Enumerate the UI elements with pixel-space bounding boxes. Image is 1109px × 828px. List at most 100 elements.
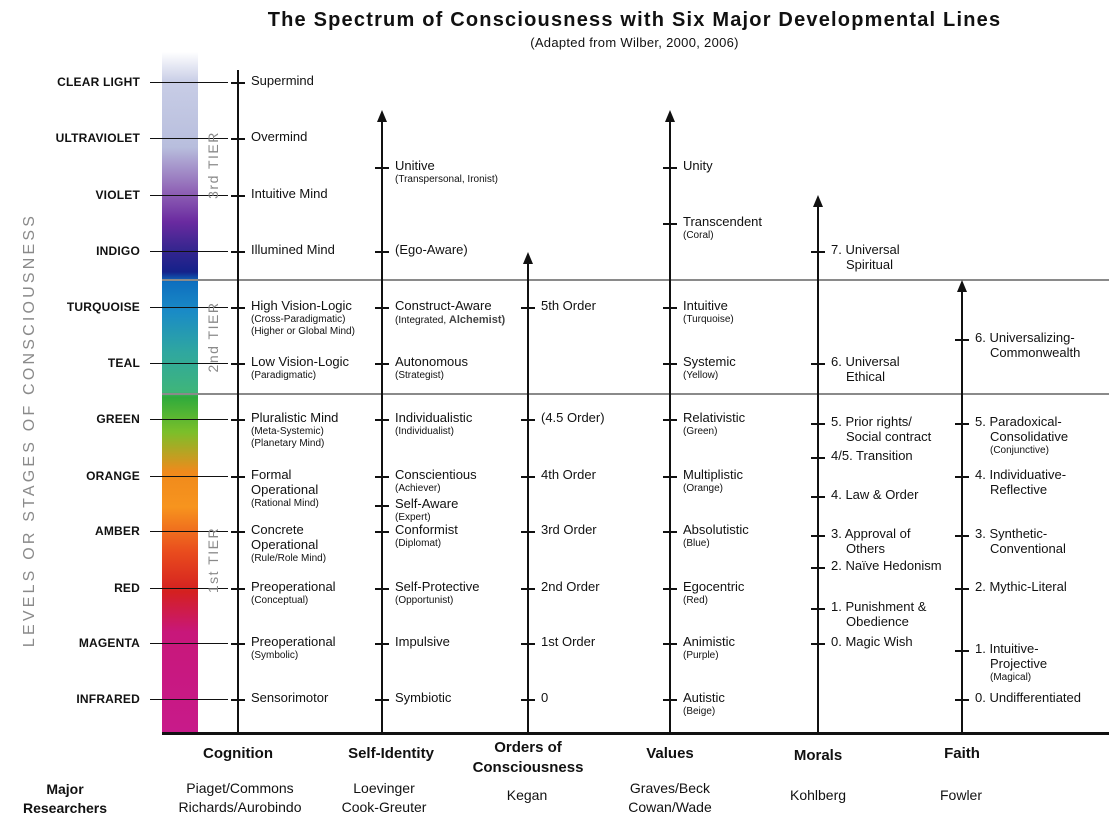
stage-detail-line: (Purple) <box>683 649 719 661</box>
stage-name-line: Egocentric <box>683 579 745 594</box>
stage-name: Construct-Aware <box>395 298 505 314</box>
stage-tick <box>375 643 389 645</box>
self-identity-arrow <box>377 110 387 122</box>
stage-label: 5. Paradoxical- Consolidative (Conjunctive… <box>975 414 1068 457</box>
researcher-line: Loevinger <box>353 780 415 796</box>
stage-detail-line: (Opportunist) <box>395 594 454 606</box>
stage-detail: (Transpersonal, Ironist) <box>395 174 498 186</box>
diagram-subtitle: (Adapted from Wilber, 2000, 2006) <box>530 35 739 50</box>
stage-tick <box>955 650 969 652</box>
stage-label: Sensorimotor <box>251 690 328 706</box>
stage-name-line: Operational <box>251 481 319 497</box>
stage-name-line: Unitive <box>395 158 435 173</box>
level-tick <box>150 195 228 196</box>
researcher-line: Graves/Beck <box>629 780 711 796</box>
stage-detail-line: (Meta-Systemic) <box>251 425 324 437</box>
stage-tick <box>231 699 245 701</box>
stage-detail-line: (Blue) <box>683 537 710 549</box>
stage-label: Illumined Mind <box>251 242 335 258</box>
stage-label: 6. Universal Ethical <box>831 354 900 385</box>
stage-name-line: Self-Protective <box>395 579 480 594</box>
stage-name-line: Impulsive <box>395 634 450 649</box>
stage-name: Systemic <box>683 354 736 370</box>
stage-detail-line: (Magical) <box>990 671 1032 683</box>
stage-name: Absolutistic <box>683 522 749 538</box>
stage-detail-line: (Conjunctive) <box>990 444 1049 456</box>
morals-researchers: Kohlberg <box>790 786 846 805</box>
stage-name-line: High Vision-Logic <box>251 298 352 313</box>
stage-name-line: Low Vision-Logic <box>251 354 350 369</box>
self-identity-axis <box>381 120 383 732</box>
values-arrow <box>665 110 675 122</box>
stage-label: Self-Protective (Opportunist) <box>395 579 480 607</box>
stage-detail-line: (Transpersonal, Ironist) <box>395 173 498 185</box>
stage-name-line: Illumined Mind <box>251 242 335 257</box>
stage-label: Conformist (Diplomat) <box>395 522 458 550</box>
stage-label: Intuitive (Turquoise) <box>683 298 734 326</box>
stage-tick <box>811 457 825 459</box>
stage-name-line: 4. Law & Order <box>831 487 919 502</box>
stage-tick <box>811 423 825 425</box>
stage-tick <box>811 643 825 645</box>
stage-detail-line: (Expert) <box>395 511 431 523</box>
stage-tick <box>955 699 969 701</box>
researcher-line: Fowler <box>939 787 983 803</box>
baseline <box>162 732 1109 735</box>
header-line: Cognition <box>203 745 273 762</box>
stage-tick <box>375 307 389 309</box>
stage-name: Illumined Mind <box>251 242 335 258</box>
stage-name-line: Autonomous <box>395 354 468 369</box>
stage-label: 4/5. Transition <box>831 448 913 464</box>
major-researchers-label: Major Researchers <box>23 780 107 818</box>
stage-name: Individualistic <box>395 410 472 426</box>
stage-label: 5. Prior rights/Social contract <box>831 414 931 445</box>
stage-name: Pluralistic Mind <box>251 410 339 426</box>
stage-detail: (Paradigmatic) <box>251 370 349 382</box>
stage-label: 0 <box>541 690 548 706</box>
stage-detail: (Turquoise) <box>683 314 734 326</box>
tier-separator <box>162 393 1109 395</box>
stage-tick <box>663 363 677 365</box>
stage-name: 4/5. Transition <box>831 448 913 464</box>
stage-name-line: 6. Universal <box>831 354 900 369</box>
level-tick <box>150 138 228 139</box>
stage-name-line: 5th Order <box>541 298 596 313</box>
faith-arrow <box>957 280 967 292</box>
stage-name-line: 7. Universal <box>831 242 900 257</box>
stage-detail-line: (Yellow) <box>683 369 719 381</box>
stage-tick <box>375 531 389 533</box>
stage-name-line: Others <box>846 540 886 556</box>
stage-name-line: 6. Universalizing- <box>975 330 1075 345</box>
stage-label: Conscientious (Achiever) <box>395 467 477 495</box>
stage-label: 4. Law & Order <box>831 487 919 503</box>
stage-name: 3. Approval of Others <box>831 526 911 557</box>
stage-name-line: Ethical <box>846 368 886 384</box>
stage-name: Intuitive <box>683 298 734 314</box>
stage-name: Impulsive <box>395 634 450 650</box>
values-axis <box>669 120 671 732</box>
stage-label: 3. Approval of Others <box>831 526 911 557</box>
stage-tick <box>231 476 245 478</box>
stage-name: 1. Intuitive- Projective <box>975 641 1047 672</box>
tier-separator <box>162 279 1109 281</box>
stage-tick <box>955 423 969 425</box>
stage-name-line: 2. Naïve Hedonism <box>831 558 942 573</box>
stage-name: 5th Order <box>541 298 596 314</box>
level-tick <box>150 643 228 644</box>
stage-name-line: (4.5 Order) <box>541 410 605 425</box>
stage-name-line: Unity <box>683 158 713 173</box>
stage-tick <box>663 223 677 225</box>
stage-label: Unity <box>683 158 713 174</box>
major-researchers-word: Major <box>46 781 84 797</box>
level-label-violet: VIOLET <box>95 188 140 202</box>
stage-tick <box>811 496 825 498</box>
stage-name: Egocentric <box>683 579 745 595</box>
stage-name-line: Pluralistic Mind <box>251 410 339 425</box>
stage-name-line: (Ego-Aware) <box>395 242 468 257</box>
stage-name: Preoperational <box>251 579 336 595</box>
stage-label: 3rd Order <box>541 522 597 538</box>
stage-name: Conformist <box>395 522 458 538</box>
stage-label: 0. Magic Wish <box>831 634 913 650</box>
stage-tick <box>231 195 245 197</box>
stage-name: Supermind <box>251 73 314 89</box>
